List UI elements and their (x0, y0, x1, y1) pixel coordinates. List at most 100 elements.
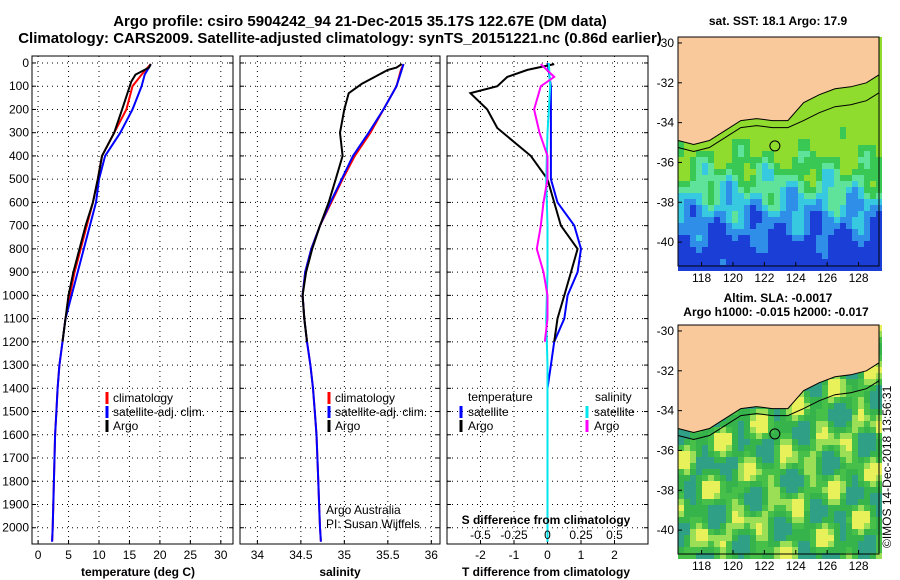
map-ocean-cell (702, 259, 708, 265)
map-ocean-cell (870, 115, 876, 121)
map-ocean-cell (768, 205, 774, 211)
temperature-series-satellite-adj-clim- (51, 63, 152, 542)
map-ocean-cell (768, 169, 774, 175)
map-ocean-cell (828, 439, 834, 445)
map-ocean-cell (696, 481, 702, 487)
map-ocean-cell (738, 187, 744, 193)
map-ocean-cell (864, 529, 870, 535)
map-ocean-cell (858, 427, 864, 433)
map-ocean-cell (846, 541, 852, 547)
map-ocean-cell (684, 481, 690, 487)
map-ocean-cell (750, 151, 756, 157)
map-ocean-cell (726, 463, 732, 469)
map-ocean-cell (816, 487, 822, 493)
map-ocean-cell (792, 259, 798, 265)
map-ocean-cell (762, 133, 768, 139)
map-ocean-cell (858, 169, 864, 175)
map-ocean-cell (738, 265, 744, 271)
map-ocean-cell (726, 481, 732, 487)
map-ocean-cell (750, 475, 756, 481)
map-ocean-cell (756, 421, 762, 427)
map-ocean-cell (852, 241, 858, 247)
difference-series-salinity-argo (533, 63, 556, 342)
salinity-xtick-label: 35 (338, 548, 352, 562)
map-ocean-cell (750, 511, 756, 517)
map-ocean-cell (798, 529, 804, 535)
map-ocean-cell (690, 469, 696, 475)
map-ocean-cell (732, 139, 738, 145)
map-ocean-cell (846, 475, 852, 481)
map-xtick-label: 122 (754, 271, 774, 285)
map-ocean-cell (792, 499, 798, 505)
map-ocean-cell (822, 163, 828, 169)
map-ocean-cell (696, 253, 702, 259)
map-ocean-cell (864, 547, 870, 553)
map-ocean-cell (774, 457, 780, 463)
map-ocean-cell (786, 505, 792, 511)
map-ytick-label: -30 (657, 324, 675, 338)
map-ocean-cell (684, 493, 690, 499)
map-ocean-cell (714, 517, 720, 523)
map-ocean-cell (798, 175, 804, 181)
map-ocean-cell (690, 181, 696, 187)
map-ocean-cell (870, 223, 876, 229)
map-ocean-cell (756, 529, 762, 535)
map-ocean-cell (786, 427, 792, 433)
map-ocean-cell (714, 157, 720, 163)
map-ocean-cell (774, 133, 780, 139)
map-ocean-cell (744, 241, 750, 247)
map-ocean-cell (792, 553, 798, 559)
map-ocean-cell (846, 427, 852, 433)
map-ocean-cell (690, 235, 696, 241)
map-ocean-cell (864, 175, 870, 181)
map-ocean-cell (702, 163, 708, 169)
map-ocean-cell (678, 451, 684, 457)
map-ocean-cell (696, 511, 702, 517)
map-ocean-cell (732, 229, 738, 235)
map-ocean-cell (738, 445, 744, 451)
map-ocean-cell (756, 493, 762, 499)
map-ocean-cell (846, 415, 852, 421)
map-ocean-cell (798, 445, 804, 451)
salinity-xtick-label: 35.5 (376, 548, 400, 562)
map-ocean-cell (828, 253, 834, 259)
map-ocean-cell (804, 151, 810, 157)
map-ocean-cell (708, 259, 714, 265)
map-ocean-cell (804, 253, 810, 259)
map-ocean-cell (756, 151, 762, 157)
map-ocean-cell (840, 415, 846, 421)
map-ocean-cell (750, 187, 756, 193)
map-ocean-cell (774, 187, 780, 193)
map-ocean-cell (852, 415, 858, 421)
map-ocean-cell (714, 259, 720, 265)
map-ocean-cell (840, 115, 846, 121)
map-ocean-cell (738, 139, 744, 145)
map-ocean-cell (768, 451, 774, 457)
depth-tick-label: 2000 (2, 521, 29, 535)
map-ocean-cell (708, 475, 714, 481)
map-ocean-cell (828, 481, 834, 487)
map-ocean-cell (690, 241, 696, 247)
map-ocean-cell (738, 175, 744, 181)
map-ocean-cell (726, 439, 732, 445)
difference-xtick-label: 2 (611, 548, 618, 562)
map-ocean-cell (774, 247, 780, 253)
map-ocean-cell (798, 181, 804, 187)
map-ocean-cell (792, 163, 798, 169)
map-ocean-cell (834, 115, 840, 121)
map-ocean-cell (852, 397, 858, 403)
map-ocean-cell (798, 241, 804, 247)
map-ocean-cell (768, 157, 774, 163)
map-ocean-cell (816, 223, 822, 229)
map-ocean-cell (810, 211, 816, 217)
map-ocean-cell (810, 499, 816, 505)
map-ocean-cell (858, 487, 864, 493)
map-ocean-cell (798, 151, 804, 157)
map-ocean-cell (816, 127, 822, 133)
map-ocean-cell (678, 475, 684, 481)
map-ocean-cell (756, 415, 762, 421)
depth-tick-label: 1000 (2, 288, 29, 302)
map-ocean-cell (822, 535, 828, 541)
depth-tick-label: 400 (9, 149, 29, 163)
